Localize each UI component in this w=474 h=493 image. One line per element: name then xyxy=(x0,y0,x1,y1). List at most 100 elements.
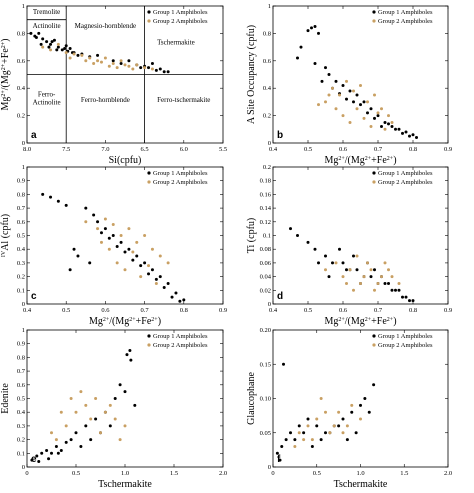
group1-point xyxy=(306,29,310,33)
legend-label-group1: Group 1 Amphiboles xyxy=(378,170,433,177)
x-tick-label: 1.0 xyxy=(121,470,129,477)
group1-point xyxy=(158,67,162,71)
group1-point xyxy=(345,97,348,101)
group1-point xyxy=(341,261,345,265)
group1-point xyxy=(366,111,369,115)
group2-point xyxy=(297,431,301,435)
group1-point xyxy=(147,272,151,276)
group2-point xyxy=(345,281,348,285)
group2-point xyxy=(143,234,147,237)
group1-point xyxy=(56,45,60,49)
group1-point xyxy=(174,291,178,295)
y-tick-label: 0.06 xyxy=(260,260,272,267)
group2-point xyxy=(376,281,380,285)
group1-point xyxy=(127,247,131,251)
x-tick-label: 0.9 xyxy=(219,307,227,314)
group1-point xyxy=(125,353,129,357)
group1-point xyxy=(128,349,132,353)
y-tick-label: 0.16 xyxy=(260,191,272,198)
x-tick-label: 0.9 xyxy=(444,307,452,314)
x-tick-label: 7.5 xyxy=(62,146,70,153)
group2-point xyxy=(119,59,123,63)
group2-point xyxy=(397,281,401,285)
group2-point xyxy=(69,397,73,400)
group1-point xyxy=(119,62,123,66)
group2-point xyxy=(131,67,135,71)
group1-point xyxy=(47,45,51,49)
group2-point xyxy=(108,403,112,407)
y-tick-label: 0.9 xyxy=(17,178,25,185)
group2-point xyxy=(345,79,348,83)
group2-point xyxy=(315,417,319,421)
y-tick-label: 0.8 xyxy=(17,354,25,361)
group1-point xyxy=(115,244,119,248)
x-tick-label: 6.5 xyxy=(141,146,149,153)
group1-point xyxy=(411,133,415,137)
group1-point xyxy=(372,383,376,387)
group1-point xyxy=(76,254,80,258)
y-tick-label: 1 xyxy=(22,164,25,171)
group1-point xyxy=(387,281,390,285)
x-axis-label: Tschermakite xyxy=(334,479,388,490)
group1-point xyxy=(380,125,383,129)
legend-marker-group1 xyxy=(147,334,151,338)
group2-point xyxy=(348,120,352,124)
group2-point xyxy=(88,56,92,60)
x-tick-label: 0.7 xyxy=(141,307,150,314)
group2-point xyxy=(348,268,352,272)
group1-point xyxy=(63,46,67,50)
group1-point xyxy=(123,390,127,394)
group1-point xyxy=(324,254,327,258)
group2-point xyxy=(352,288,355,292)
y-axis-label: Ti (cpfu) xyxy=(246,218,257,253)
group2-point xyxy=(317,103,320,107)
group2-point xyxy=(96,59,100,63)
group1-point xyxy=(404,295,408,299)
group1-point xyxy=(284,438,288,442)
group1-point xyxy=(401,131,404,135)
group2-point xyxy=(72,52,76,56)
group2-point xyxy=(115,66,119,70)
legend-marker-group1 xyxy=(372,10,376,14)
group2-point xyxy=(123,268,127,272)
legend-marker-group1 xyxy=(147,10,151,14)
group1-point xyxy=(408,299,411,303)
group1-point xyxy=(310,26,313,30)
group1-point xyxy=(280,444,284,448)
y-tick-label: 0 xyxy=(268,464,271,471)
group1-point xyxy=(68,46,72,50)
legend-label-group1: Group 1 Amphiboles xyxy=(378,333,433,340)
group2-point xyxy=(341,431,345,435)
y-tick-label: 0.10 xyxy=(260,396,271,403)
group1-point xyxy=(296,56,299,60)
group1-point xyxy=(55,48,59,52)
group1-point xyxy=(383,281,387,285)
x-axis-label: Mg2+/(Mg2++Fe2+) xyxy=(89,316,161,327)
group2-point xyxy=(390,275,394,279)
group1-point xyxy=(411,299,415,303)
group2-point xyxy=(345,424,349,428)
y-tick-label: 0.6 xyxy=(263,58,272,65)
group1-point xyxy=(54,444,58,448)
field-label: Ferro-hornblende xyxy=(81,96,130,104)
x-tick-label: 7.0 xyxy=(101,146,109,153)
legend-marker-group2 xyxy=(147,343,151,347)
group1-point xyxy=(166,281,170,285)
legend-label-group2: Group 2 Amphiboles xyxy=(378,179,433,186)
group2-point xyxy=(328,431,332,435)
group1-point xyxy=(315,424,319,428)
legend-label-group2: Group 2 Amphiboles xyxy=(378,18,433,25)
group1-point xyxy=(131,258,135,262)
group1-point xyxy=(341,417,345,421)
x-tick-label: 0 xyxy=(25,470,28,477)
group1-point xyxy=(68,268,72,272)
group1-point xyxy=(84,206,88,210)
group1-point xyxy=(354,431,358,435)
panel-a: 8.0 7.5 7.0 6.5 6.0 5.5 0 0.2 0.4 0.6 0.8 1 Tremolit… xyxy=(0,3,227,166)
group2-point xyxy=(41,45,45,49)
field-label: Ferro-Actinolite xyxy=(33,90,61,106)
group1-point xyxy=(127,59,131,63)
group1-point xyxy=(404,130,408,134)
group1-point xyxy=(355,268,359,272)
group1-point xyxy=(345,268,348,272)
